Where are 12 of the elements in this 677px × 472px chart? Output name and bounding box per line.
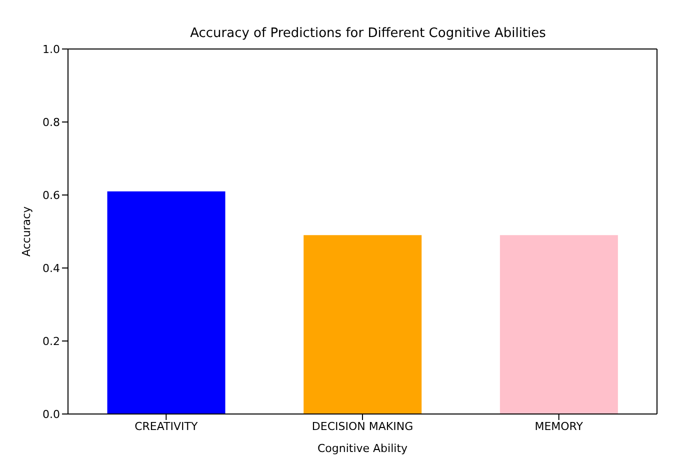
y-tick-label: 0.0 bbox=[42, 408, 60, 421]
x-tick-label: MEMORY bbox=[534, 420, 584, 433]
x-tick-label: CREATIVITY bbox=[134, 420, 198, 433]
y-tick-label: 1.0 bbox=[42, 42, 60, 56]
y-axis-title: Accuracy bbox=[20, 206, 33, 257]
y-tick-label: 0.8 bbox=[42, 116, 60, 129]
y-tick-label: 0.6 bbox=[42, 188, 60, 202]
y-tick-label: 0.2 bbox=[42, 334, 60, 348]
x-tick-label: DECISION MAKING bbox=[312, 420, 414, 433]
chart-title: Accuracy of Predictions for Different Cognitive Abilities bbox=[189, 26, 547, 41]
y-tick-label: 0.4 bbox=[42, 262, 60, 275]
x-axis-title: Cognitive Ability bbox=[317, 442, 408, 455]
